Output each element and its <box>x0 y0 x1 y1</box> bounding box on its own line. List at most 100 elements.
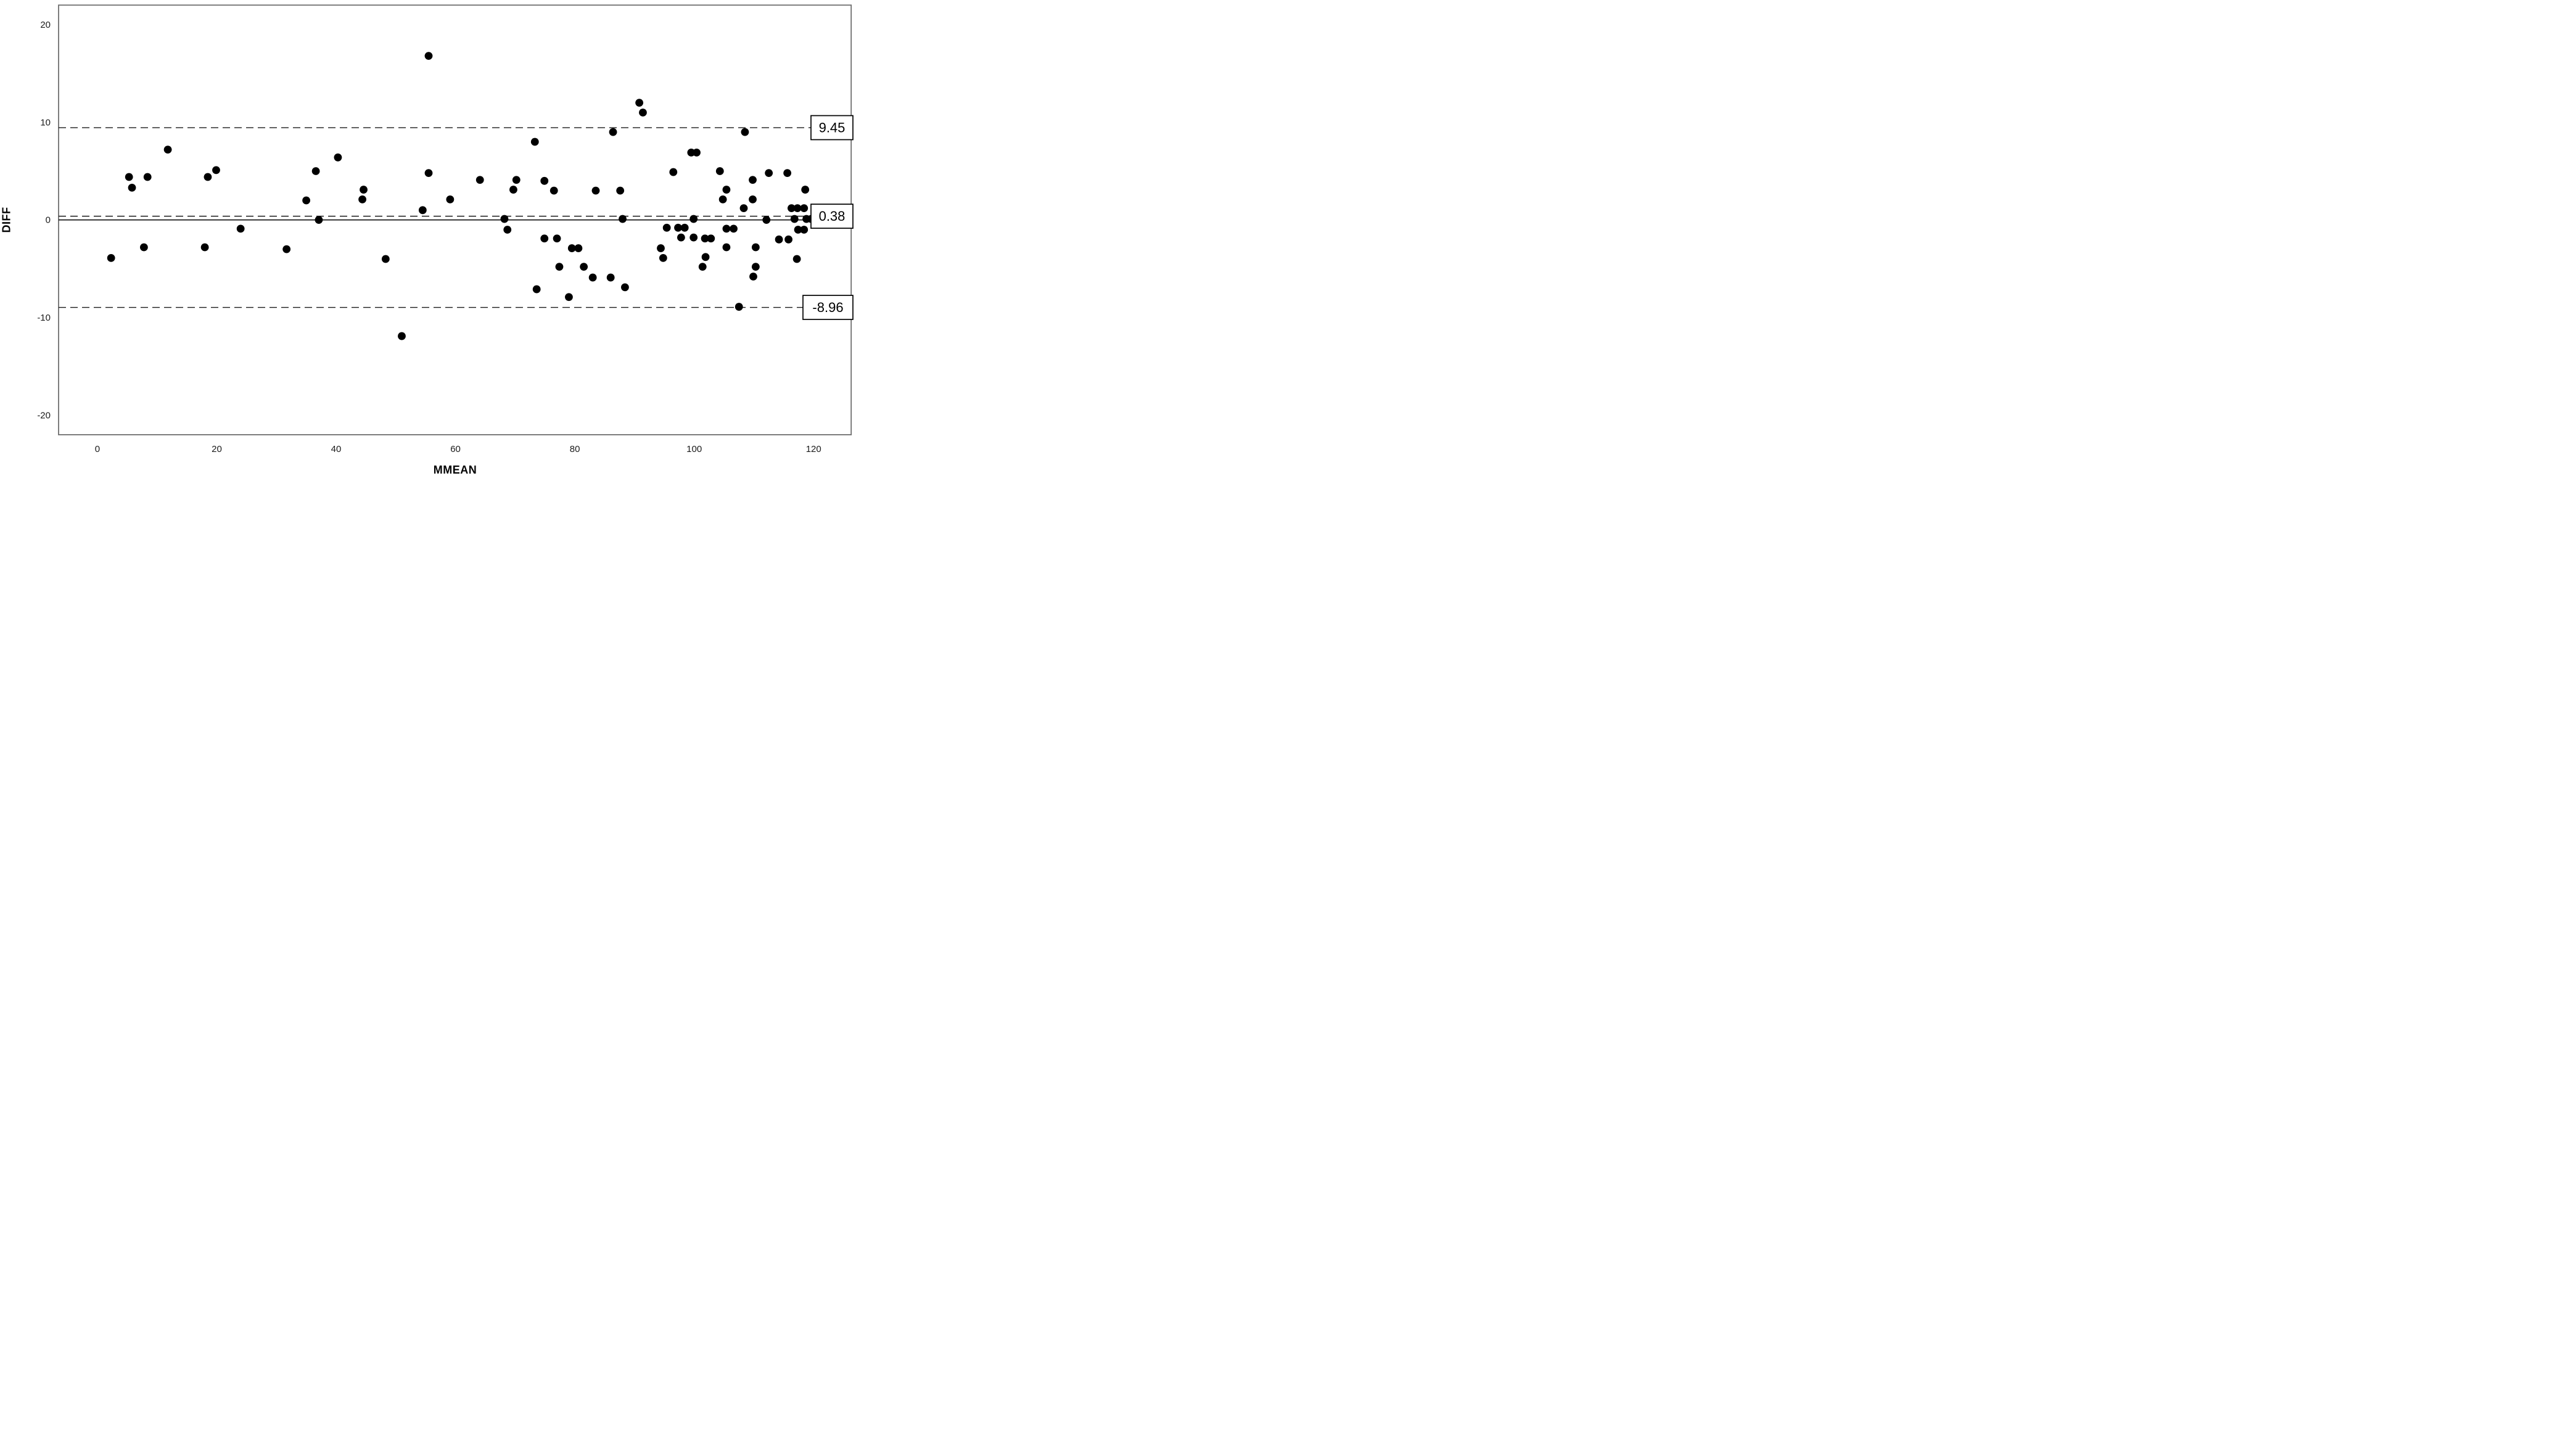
y-tick-label: 10 <box>40 117 51 128</box>
data-point <box>475 176 484 184</box>
data-point <box>715 167 724 175</box>
x-tick-label: 60 <box>450 444 461 454</box>
data-point <box>204 173 212 181</box>
data-point <box>398 332 406 340</box>
data-point <box>751 243 760 252</box>
data-point <box>659 254 667 262</box>
x-axis-title: MMEAN <box>433 464 477 476</box>
data-point <box>424 169 433 178</box>
data-point <box>360 186 368 194</box>
data-point <box>790 215 799 223</box>
data-point <box>509 186 517 194</box>
data-point <box>591 186 600 195</box>
data-point <box>722 243 731 252</box>
data-point <box>588 273 597 282</box>
data-point <box>381 255 390 263</box>
data-point <box>677 233 685 242</box>
data-point <box>741 128 749 136</box>
data-point <box>801 186 810 194</box>
y-tick-label: 20 <box>40 20 51 30</box>
data-point <box>540 234 549 243</box>
data-point <box>701 234 709 243</box>
data-point <box>730 224 738 233</box>
data-point <box>125 173 133 181</box>
data-point <box>689 215 698 223</box>
x-tick-label: 120 <box>806 444 821 454</box>
data-point <box>749 273 757 281</box>
x-tick-label: 80 <box>570 444 580 454</box>
data-point <box>212 166 220 175</box>
data-point <box>334 153 342 162</box>
data-point <box>800 204 809 213</box>
data-point <box>619 215 627 223</box>
data-point <box>751 263 760 271</box>
y-axis-title: DIFF <box>0 207 13 233</box>
data-point <box>674 223 682 232</box>
data-point <box>739 204 748 213</box>
data-point <box>358 195 366 203</box>
data-point <box>311 167 320 175</box>
data-point <box>555 263 564 271</box>
y-tick-label: -10 <box>37 313 51 323</box>
data-point <box>606 273 615 282</box>
data-point <box>735 303 743 311</box>
data-point <box>282 245 291 253</box>
data-point <box>635 99 644 107</box>
data-point <box>794 226 802 234</box>
data-point <box>783 169 792 178</box>
data-point <box>689 233 698 242</box>
y-tick-label: 0 <box>46 215 51 226</box>
data-point <box>567 244 576 252</box>
data-point <box>446 195 455 203</box>
data-point <box>792 255 801 263</box>
data-point <box>540 176 549 185</box>
x-tick-label: 20 <box>212 444 222 454</box>
reference-label: -8.96 <box>812 300 843 315</box>
reference-label-box <box>810 203 854 229</box>
x-tick-label: 100 <box>686 444 702 454</box>
data-point <box>163 146 172 154</box>
data-point <box>765 169 773 178</box>
data-point <box>236 224 245 233</box>
data-point <box>701 253 710 261</box>
data-point <box>580 263 588 271</box>
data-point <box>788 204 796 213</box>
data-point <box>762 216 771 224</box>
data-point <box>609 128 617 136</box>
data-point <box>424 52 433 60</box>
data-point <box>565 293 573 302</box>
reference-label-box <box>810 115 854 141</box>
data-point <box>315 216 323 224</box>
data-point <box>800 226 809 234</box>
data-point <box>749 176 757 184</box>
data-point <box>693 148 701 157</box>
data-point <box>707 234 715 243</box>
data-point <box>503 226 512 234</box>
data-point <box>302 196 311 205</box>
data-point <box>775 235 783 244</box>
reference-label-box <box>802 295 854 320</box>
data-point <box>200 243 209 252</box>
data-point <box>621 283 629 292</box>
data-point <box>657 244 665 252</box>
x-tick-label: 0 <box>95 444 100 454</box>
data-point <box>532 285 541 294</box>
data-point <box>662 223 671 232</box>
data-point <box>784 235 792 244</box>
data-point <box>722 224 731 233</box>
data-point <box>669 168 678 176</box>
x-tick-label: 40 <box>331 444 342 454</box>
data-point <box>500 215 509 223</box>
data-point <box>512 176 521 184</box>
data-point <box>749 195 757 203</box>
data-point <box>418 206 427 215</box>
bland-altman-figure: 9.45 0.38 -8.96 0 20 40 60 80 100 120 20 10 0 -10 -20 … <box>0 0 858 485</box>
data-point <box>574 244 583 252</box>
data-point <box>722 186 731 194</box>
y-tick-label: -20 <box>37 410 51 421</box>
data-point <box>793 204 802 213</box>
data-point <box>680 223 689 232</box>
data-point <box>530 138 539 146</box>
data-point <box>139 243 148 252</box>
